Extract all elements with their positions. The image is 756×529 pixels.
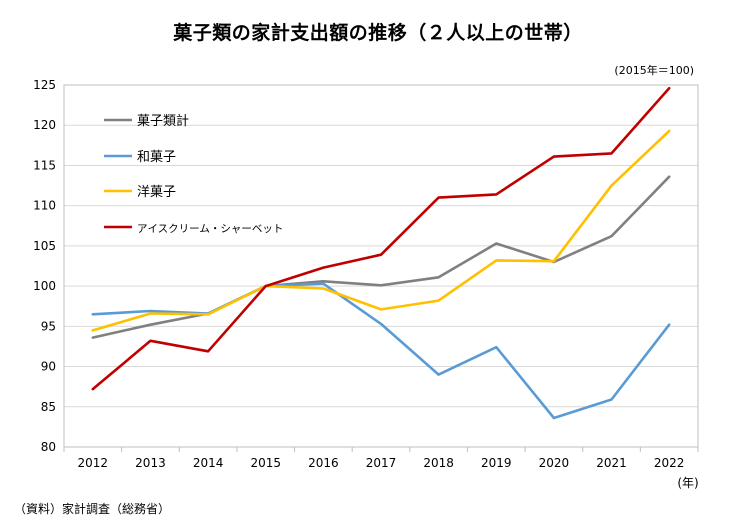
y-tick-label: 115 <box>33 158 56 172</box>
y-tick-label: 100 <box>33 279 56 293</box>
series-line-0 <box>91 175 671 339</box>
series-line-3 <box>91 86 671 391</box>
series-line-2 <box>91 129 671 332</box>
x-tick-label: 2021 <box>596 456 627 470</box>
legend-label-3: アイスクリーム・シャーベット <box>137 223 283 235</box>
source-note: （資料）家計調査（総務省） <box>14 502 171 516</box>
series-line-1 <box>91 282 671 420</box>
y-tick-label: 120 <box>33 118 56 132</box>
y-tick-label: 80 <box>41 440 56 454</box>
x-tick-label: 2015 <box>250 456 281 470</box>
x-tick-label: 2019 <box>481 456 512 470</box>
plot-area-frame <box>63 84 699 448</box>
chart-title: 菓子類の家計支出額の推移（２人以上の世帯） <box>173 22 583 44</box>
grid-lines <box>64 84 698 448</box>
y-tick-label: 105 <box>33 239 56 253</box>
x-tick-label: 2012 <box>78 456 109 470</box>
y-tick-label: 110 <box>33 199 56 213</box>
x-axis-label: (年) <box>677 476 698 490</box>
x-tick-label: 2014 <box>193 456 224 470</box>
y-tick-label: 95 <box>41 319 56 333</box>
series-lines <box>91 86 671 420</box>
x-tick-label: 2022 <box>654 456 685 470</box>
x-tick-label: 2013 <box>135 456 166 470</box>
y-tick-label: 85 <box>41 400 56 414</box>
index-base-note: (2015年＝100) <box>614 64 694 77</box>
legend-label-2: 洋菓子 <box>137 185 176 200</box>
x-tick-label: 2018 <box>423 456 454 470</box>
y-axis-ticks: 80 85 90 95 100 105 110 115 120 125 <box>33 78 56 454</box>
x-tick-label: 2020 <box>539 456 570 470</box>
y-tick-label: 90 <box>41 360 56 374</box>
y-tick-label: 125 <box>33 78 56 92</box>
x-tick-label: 2017 <box>366 456 397 470</box>
x-tick-label: 2016 <box>308 456 339 470</box>
x-axis-ticks: 2012 2013 2014 2015 2016 2017 2018 2019 2020 2021… <box>63 447 699 470</box>
legend-label-1: 和菓子 <box>137 150 176 165</box>
legend-label-0: 菓子類計 <box>137 113 189 129</box>
